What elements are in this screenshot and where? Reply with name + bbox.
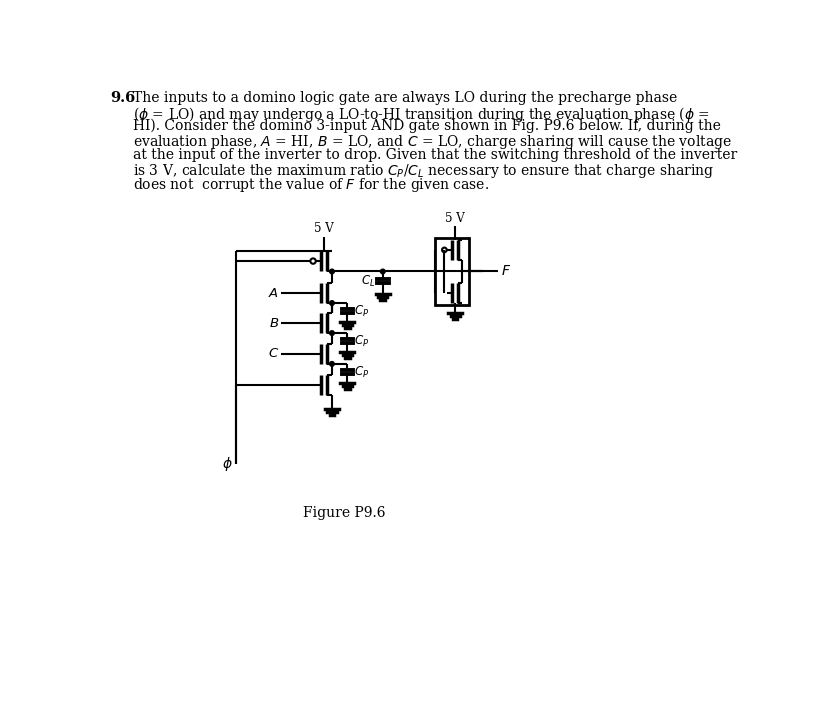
Text: ($\phi$ = LO) and may undergo a LO-to-HI transition during the evaluation phase : ($\phi$ = LO) and may undergo a LO-to-HI… — [133, 105, 710, 124]
Text: 5 V: 5 V — [314, 222, 334, 236]
Text: $C$: $C$ — [267, 347, 279, 361]
Circle shape — [329, 361, 334, 366]
Text: $F$: $F$ — [500, 264, 510, 278]
Text: evaluation phase, $A$ = HI, $B$ = LO, and $C$ = LO, charge sharing will cause th: evaluation phase, $A$ = HI, $B$ = LO, an… — [133, 134, 731, 151]
Text: 5 V: 5 V — [445, 212, 465, 224]
Text: Figure P9.6: Figure P9.6 — [303, 506, 385, 520]
Circle shape — [329, 301, 334, 305]
Circle shape — [380, 269, 385, 273]
Text: The inputs to a domino logic gate are always LO during the precharge phase: The inputs to a domino logic gate are al… — [133, 91, 676, 105]
Text: $C_P$: $C_P$ — [354, 334, 369, 349]
Text: $A$: $A$ — [268, 287, 279, 299]
Circle shape — [329, 330, 334, 335]
Text: does not  corrupt the value of $F$ for the given case.: does not corrupt the value of $F$ for th… — [133, 176, 489, 194]
Text: $C_P$: $C_P$ — [354, 364, 369, 380]
Text: HI). Consider the domino 3-input AND gate shown in Fig. P9.6 below. If, during t: HI). Consider the domino 3-input AND gat… — [133, 119, 720, 134]
Text: $C_P$: $C_P$ — [354, 304, 369, 318]
Text: $C_L$: $C_L$ — [361, 273, 375, 289]
Text: is 3 V, calculate the maximum ratio $C_P$/$C_L$ necessary to ensure that charge : is 3 V, calculate the maximum ratio $C_P… — [133, 162, 714, 180]
Bar — [435, 238, 468, 304]
Text: 9.6: 9.6 — [110, 91, 136, 105]
Text: at the input of the inverter to drop. Given that the switching threshold of the : at the input of the inverter to drop. Gi… — [133, 148, 737, 162]
Circle shape — [329, 269, 334, 273]
Text: $B$: $B$ — [268, 316, 279, 330]
Text: $\phi$: $\phi$ — [222, 455, 232, 473]
